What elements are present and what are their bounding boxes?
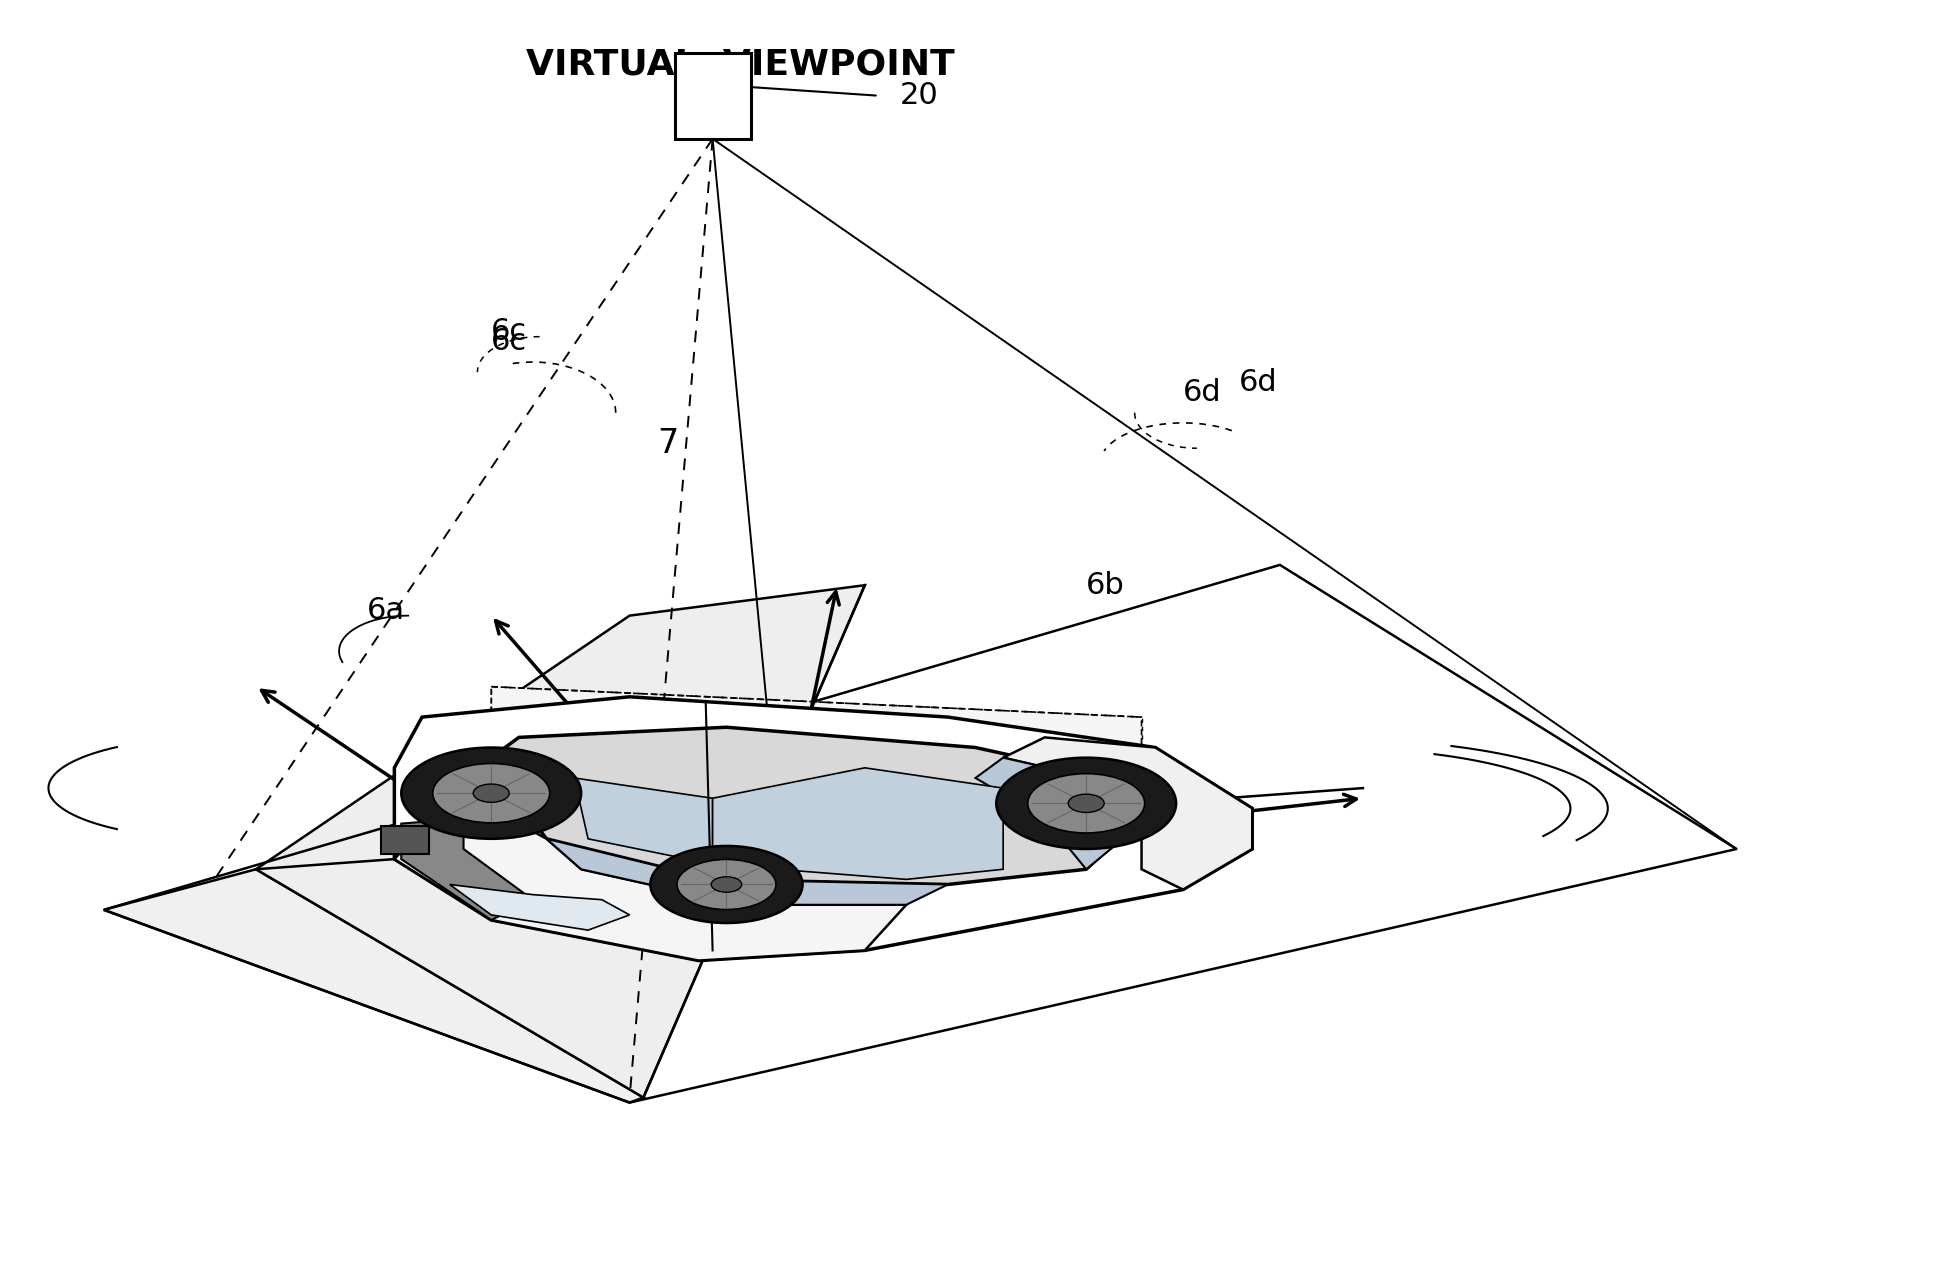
Ellipse shape (1028, 773, 1145, 833)
Text: 6c: 6c (492, 317, 527, 346)
Ellipse shape (650, 846, 802, 923)
Ellipse shape (712, 877, 741, 892)
Bar (675, 53, 751, 138)
Bar (380, 826, 429, 854)
Polygon shape (1003, 737, 1253, 890)
Text: 6b: 6b (1087, 570, 1126, 600)
Polygon shape (546, 838, 948, 905)
Ellipse shape (1069, 794, 1104, 813)
Polygon shape (394, 809, 907, 960)
Polygon shape (402, 818, 533, 920)
Polygon shape (256, 585, 864, 1097)
Text: 20: 20 (899, 81, 938, 110)
Text: 6d: 6d (1239, 368, 1278, 397)
Polygon shape (451, 885, 630, 931)
Ellipse shape (402, 747, 581, 838)
Ellipse shape (433, 764, 550, 823)
Text: 6d: 6d (1182, 378, 1221, 406)
Polygon shape (492, 727, 1141, 885)
Polygon shape (976, 758, 1141, 869)
Polygon shape (394, 697, 1253, 960)
Polygon shape (574, 778, 712, 864)
Polygon shape (712, 768, 1003, 879)
Ellipse shape (997, 758, 1176, 849)
Ellipse shape (474, 785, 509, 803)
Polygon shape (492, 687, 1141, 838)
Text: 7: 7 (657, 427, 679, 460)
Polygon shape (103, 869, 644, 1103)
Text: VIRTUAL  VIEWPOINT: VIRTUAL VIEWPOINT (527, 47, 954, 82)
Text: 6c: 6c (492, 327, 527, 356)
Text: 6a: 6a (367, 596, 404, 626)
Ellipse shape (677, 859, 776, 909)
